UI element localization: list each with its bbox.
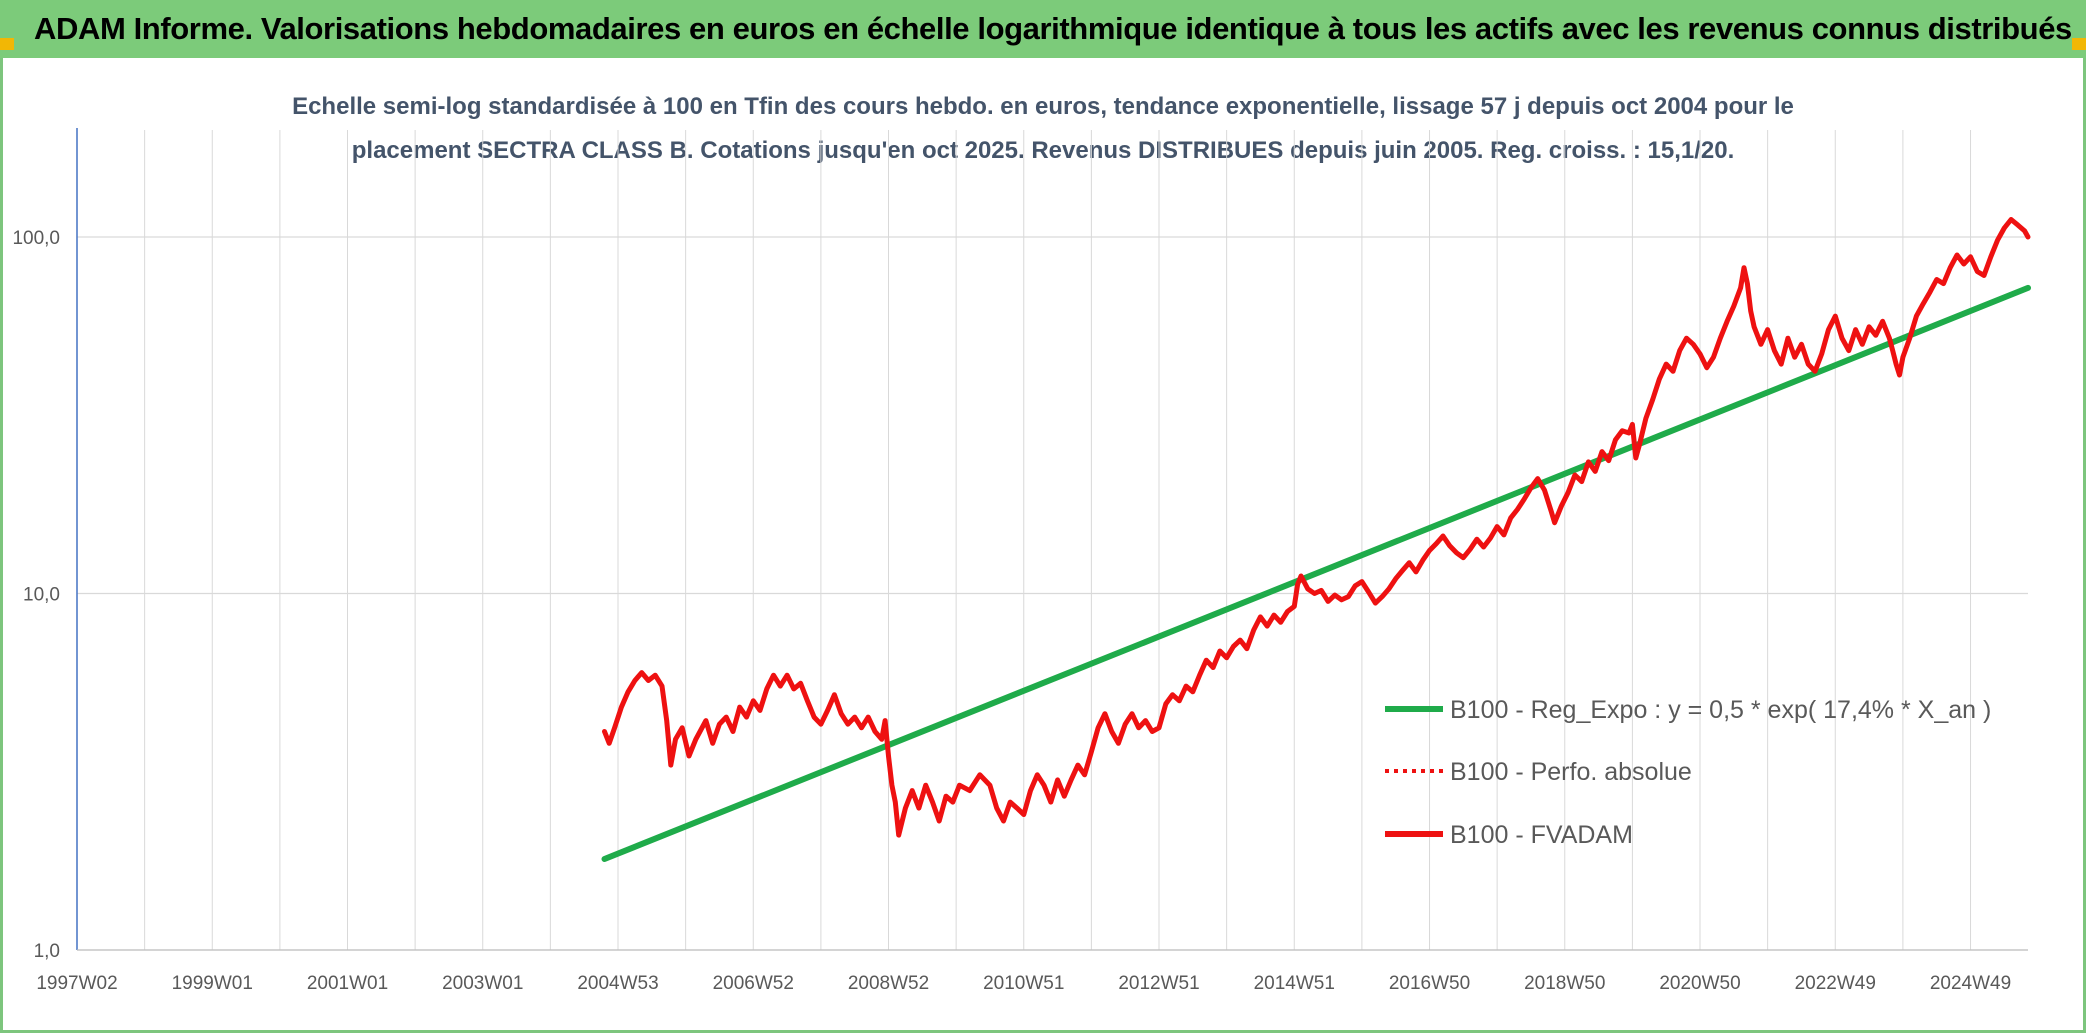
x-tick-label: 2001W01 xyxy=(307,973,388,994)
report-title: ADAM Informe. Valorisations hebdomadaire… xyxy=(34,11,2072,46)
y-tick-label: 10,0 xyxy=(23,585,60,606)
legend: B100 - Reg_Expo : y = 0,5 * exp( 17,4% *… xyxy=(1385,696,1991,849)
x-tick-label: 2012W51 xyxy=(1118,973,1199,994)
title-bar: ADAM Informe. Valorisations hebdomadaire… xyxy=(0,0,2086,58)
fvadam-line xyxy=(602,217,2031,838)
regression-line xyxy=(601,284,2031,862)
x-tick-label: 2022W49 xyxy=(1795,973,1876,994)
x-tick-label: 1997W02 xyxy=(36,973,117,994)
x-tick-label: 2006W52 xyxy=(713,973,794,994)
x-tick-label: 1999W01 xyxy=(172,973,253,994)
y-tick-label: 1,0 xyxy=(34,941,60,962)
grid xyxy=(76,130,2028,951)
x-tick-label: 2014W51 xyxy=(1254,973,1335,994)
x-tick-label: 2004W53 xyxy=(577,973,658,994)
y-tick-label: 100,0 xyxy=(12,228,60,249)
axes: 1,0 10,0 100,0 1997W02 1999W01 2001W01 2003W01… xyxy=(12,128,2028,994)
legend-label: B100 - Reg_Expo : y = 0,5 * exp( 17,4% *… xyxy=(1450,696,1991,724)
corner-accent-right xyxy=(2072,38,2086,50)
corner-accent-left xyxy=(0,38,14,50)
x-tick-label: 2018W50 xyxy=(1524,973,1605,994)
legend-label: B100 - Perfo. absolue xyxy=(1450,758,1692,786)
x-tick-label: 2016W50 xyxy=(1389,973,1470,994)
chart-subtitle: Echelle semi-log standardisée à 100 en T… xyxy=(292,93,1794,164)
x-tick-label: 2010W51 xyxy=(983,973,1064,994)
x-tick-label: 2020W50 xyxy=(1659,973,1740,994)
x-tick-label: 2008W52 xyxy=(848,973,929,994)
series xyxy=(601,217,2031,862)
chart-subtitle-line: placement SECTRA CLASS B. Cotations jusq… xyxy=(352,137,1735,164)
x-tick-label: 2024W49 xyxy=(1930,973,2011,994)
x-tick-label: 2003W01 xyxy=(442,973,523,994)
legend-label: B100 - FVADAM xyxy=(1450,821,1633,849)
chart-subtitle-line: Echelle semi-log standardisée à 100 en T… xyxy=(292,93,1794,120)
